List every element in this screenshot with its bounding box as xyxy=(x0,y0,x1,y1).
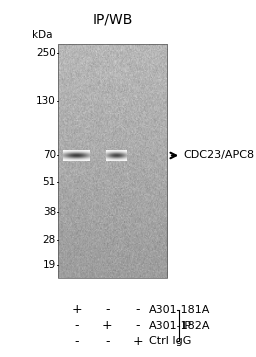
Text: CDC23/APC8: CDC23/APC8 xyxy=(183,151,254,161)
Text: 38: 38 xyxy=(43,207,56,217)
Text: -: - xyxy=(75,319,79,332)
Text: +: + xyxy=(132,335,143,348)
Text: +: + xyxy=(102,319,113,332)
Text: 51: 51 xyxy=(43,177,56,187)
Text: kDa: kDa xyxy=(32,30,52,40)
Text: -: - xyxy=(75,335,79,348)
Text: 28: 28 xyxy=(43,236,56,246)
Text: 70: 70 xyxy=(43,151,56,161)
Text: Ctrl IgG: Ctrl IgG xyxy=(149,336,191,346)
Text: -: - xyxy=(105,335,110,348)
Text: IP/WB: IP/WB xyxy=(92,12,133,26)
Bar xyxy=(58,44,167,278)
Text: -: - xyxy=(135,303,140,316)
Text: IP: IP xyxy=(182,321,192,331)
Text: A301-182A: A301-182A xyxy=(149,321,210,331)
Text: -: - xyxy=(135,319,140,332)
Text: 250: 250 xyxy=(36,48,56,58)
Text: A301-181A: A301-181A xyxy=(149,305,210,315)
Text: -: - xyxy=(105,303,110,316)
Text: 19: 19 xyxy=(43,260,56,270)
Text: 130: 130 xyxy=(36,96,56,106)
Text: +: + xyxy=(72,303,82,316)
